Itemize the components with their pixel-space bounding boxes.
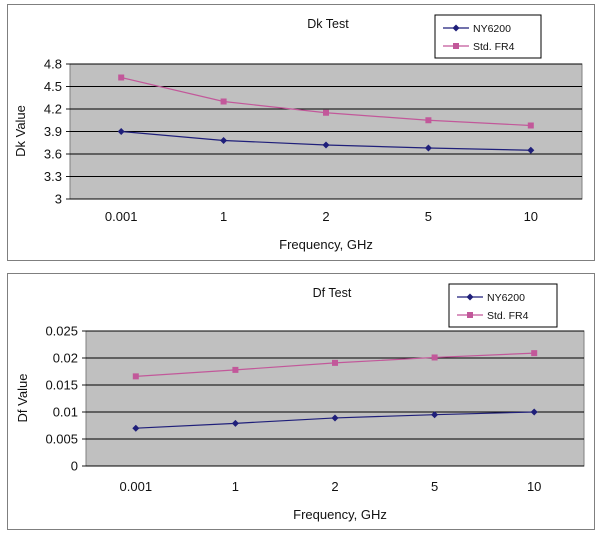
df-x-tick-label: 0.001 xyxy=(120,479,153,494)
df-chart-panel: 0.025 0.02 0.015 0.01 0.005 0 0.001 1 2 5 10 Df Tes… xyxy=(7,273,595,530)
dk-y-tick-label: 3.3 xyxy=(44,169,62,184)
dk-data-point xyxy=(323,109,329,116)
df-data-point xyxy=(332,359,338,366)
dk-data-point xyxy=(527,122,534,129)
dk-chart-panel: 4.8 4.5 4.2 3.9 3.6 3.3 3 0.001 1 2 5 10 Dk Test Freq… xyxy=(7,4,595,261)
df-legend xyxy=(448,283,558,328)
df-data-point xyxy=(431,354,438,361)
df-data-point xyxy=(530,408,538,416)
dk-chart: 4.8 4.5 4.2 3.9 3.6 3.3 3 0.001 1 2 5 10 Dk Test Freq… xyxy=(13,14,583,252)
df-legend-marker xyxy=(467,312,473,318)
df-y-tick-label: 0.015 xyxy=(45,378,78,393)
dk-x-tick-label: 0.001 xyxy=(105,209,138,224)
df-y-tick-label: 0.02 xyxy=(53,351,78,366)
df-data-point xyxy=(231,419,239,427)
dk-data-point xyxy=(220,98,227,105)
dk-x-axis-label: Frequency, GHz xyxy=(279,237,373,252)
dk-data-point xyxy=(425,117,432,124)
df-chart-title: Df Test xyxy=(313,286,352,300)
dk-data-point xyxy=(220,137,228,144)
df-x-axis-label: Frequency, GHz xyxy=(293,507,387,522)
dk-data-point xyxy=(322,141,330,149)
df-data-point xyxy=(531,350,538,357)
df-y-tick-label: 0.025 xyxy=(45,324,78,339)
dk-legend xyxy=(434,14,542,59)
df-chart: 0.025 0.02 0.015 0.01 0.005 0 0.001 1 2 5 10 Df Tes… xyxy=(15,283,585,522)
dk-y-tick-label: 3.6 xyxy=(44,147,62,162)
dk-data-point xyxy=(527,146,535,154)
df-y-axis-label: Df Value xyxy=(15,374,30,423)
dk-legend-label: Std. FR4 xyxy=(473,41,515,53)
dk-x-tick-label: 2 xyxy=(322,209,329,224)
df-data-point xyxy=(331,414,339,422)
df-data-point xyxy=(132,373,139,380)
df-legend-marker xyxy=(466,293,474,301)
dk-x-tick-label: 5 xyxy=(425,209,432,224)
dk-y-tick-label: 3.9 xyxy=(44,124,62,139)
dk-y-tick-label: 4.8 xyxy=(44,57,62,72)
dk-x-tick-label: 10 xyxy=(524,209,538,224)
df-legend-label: Std. FR4 xyxy=(487,310,529,322)
df-x-tick-label: 2 xyxy=(331,479,338,494)
df-y-tick-label: 0.01 xyxy=(53,405,78,420)
df-y-tick-label: 0 xyxy=(71,459,78,474)
dk-chart-title: Dk Test xyxy=(307,17,349,31)
df-plot-area xyxy=(85,330,585,467)
df-x-tick-label: 10 xyxy=(527,479,541,494)
dk-legend-marker xyxy=(453,43,459,49)
dk-data-point xyxy=(424,144,432,152)
dk-data-point xyxy=(118,74,125,81)
df-x-tick-label: 5 xyxy=(431,479,438,494)
dk-y-axis-label: Dk Value xyxy=(13,105,28,157)
df-data-point xyxy=(132,424,140,432)
dk-y-tick-label: 3 xyxy=(55,192,62,207)
dk-data-point xyxy=(117,128,125,135)
df-legend-label: NY6200 xyxy=(487,292,525,304)
dk-y-tick-label: 4.5 xyxy=(44,79,62,94)
df-data-point xyxy=(232,366,239,373)
dk-legend-marker xyxy=(452,24,460,32)
dk-legend-label: NY6200 xyxy=(473,23,511,35)
dk-y-tick-label: 4.2 xyxy=(44,102,62,117)
df-data-point xyxy=(431,411,439,419)
dk-x-tick-label: 1 xyxy=(220,209,227,224)
df-x-tick-label: 1 xyxy=(232,479,239,494)
df-y-tick-label: 0.005 xyxy=(45,432,78,447)
